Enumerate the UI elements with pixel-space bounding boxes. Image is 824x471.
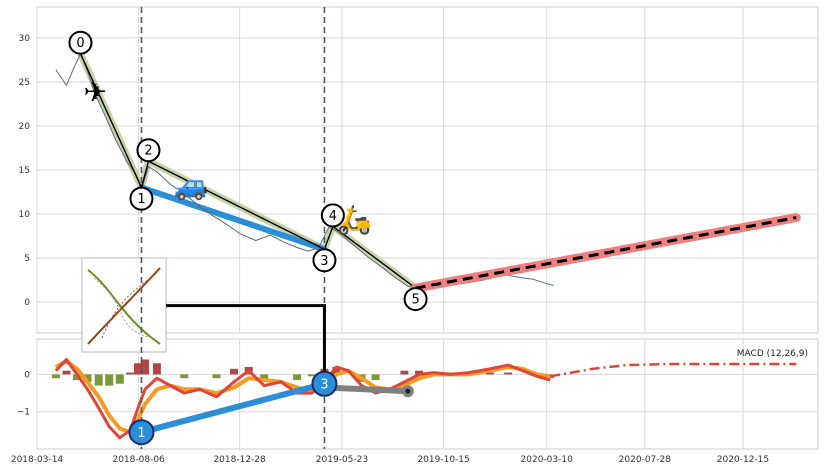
pattern-point-label: 1 — [137, 192, 145, 207]
grey-segment-end-center — [405, 388, 411, 394]
macd-histogram-bar — [72, 374, 81, 381]
macd-histogram-bar — [51, 374, 60, 379]
pattern-inset — [81, 257, 167, 353]
inset-curve — [87, 267, 161, 345]
macd-histogram-bar — [260, 374, 269, 381]
pattern-zigzag-line — [79, 53, 417, 289]
signal-forecast-line — [549, 362, 797, 378]
macd-histogram-bar — [94, 374, 103, 386]
pattern-point-label: 2 — [144, 144, 152, 159]
pattern-point-label: 4 — [329, 209, 337, 224]
bottom-plot-area — [36, 338, 819, 450]
airplane-icon: ✈ — [83, 75, 106, 108]
pattern-markers: 0 1 2 3 4 5 1 3 — [68, 30, 428, 446]
inset-curve — [93, 277, 153, 339]
macd-histogram-bar — [230, 368, 239, 375]
macd-histogram-bar — [504, 372, 513, 375]
macd-histogram-bar — [293, 374, 302, 381]
macd-histogram-bar — [307, 374, 316, 377]
pattern-blue-segment — [138, 184, 328, 253]
macd-histogram-bar — [212, 374, 221, 379]
macd-histogram-bar — [140, 359, 149, 375]
x-tick-label: 2020-12-15 — [717, 455, 769, 465]
macd-histogram-bar — [133, 363, 142, 375]
macd-histogram-bar — [332, 366, 341, 375]
bottom-pattern-label: 3 — [320, 378, 328, 393]
pattern-point-marker — [136, 138, 161, 163]
x-tick-label: 2018-12-28 — [213, 455, 266, 465]
macd-histogram-bar — [115, 374, 124, 384]
pattern-point-marker — [68, 30, 93, 55]
macd-histogram-bar — [180, 374, 189, 379]
bottom-grey-segment — [321, 384, 411, 395]
macd-histogram-bar — [485, 372, 494, 375]
bottom-panel: 2018-03-14 2018-08-06 2018-12-28 2019-05-23… — [11, 338, 819, 465]
x-tick-label: 2018-08-06 — [112, 455, 165, 465]
bottom-y-tick-label: 0 — [24, 370, 30, 380]
top-y-tick-label: 15 — [19, 166, 30, 176]
macd-histogram-bar — [400, 370, 409, 375]
inset-curve — [87, 269, 161, 345]
bottom-blue-segment — [138, 380, 328, 436]
macd-histogram-bar — [152, 363, 161, 375]
connector-lines — [140, 7, 326, 449]
pattern-point-marker — [320, 203, 345, 228]
x-tick-label: 2019-05-23 — [316, 455, 368, 465]
pattern-point-marker — [129, 186, 154, 211]
forecast-dashed-line — [415, 216, 797, 290]
bottom-y-tick-label: −1 — [17, 408, 30, 418]
top-y-tick-label: 10 — [19, 210, 31, 220]
x-tick-label: 2019-10-15 — [417, 455, 469, 465]
macd-histogram-bar — [83, 374, 92, 382]
macd-histogram-bar — [371, 374, 380, 381]
x-tick-label: 2018-03-14 — [11, 455, 64, 465]
pattern-point-marker — [403, 287, 428, 312]
car-icon: 🚙 — [174, 169, 209, 202]
pattern-point-label: 3 — [320, 254, 328, 269]
macd-legend-label: MACD (12,26,9) — [737, 349, 808, 359]
pattern-point-label: 0 — [76, 36, 84, 51]
x-tick-label: 2020-07-28 — [619, 455, 672, 465]
inset-connector-line — [166, 304, 326, 374]
pattern-point-marker — [312, 248, 337, 273]
macd-histogram-bar — [415, 370, 424, 375]
macd-histogram-bar — [126, 372, 135, 375]
top-y-tick-label: 20 — [19, 122, 31, 132]
top-y-tick-label: 25 — [19, 78, 30, 88]
macd-line — [54, 358, 551, 440]
bottom-pattern-marker — [311, 370, 338, 397]
pattern-point-label: 5 — [411, 293, 419, 308]
x-tick-label: 2020-03-10 — [521, 455, 574, 465]
bottom-pattern-marker — [128, 419, 155, 446]
macd-histogram-bar — [62, 370, 71, 375]
top-y-tick-label: 0 — [24, 298, 30, 308]
top-y-tick-label: 5 — [24, 254, 30, 264]
inset-curve — [101, 273, 157, 339]
bottom-pattern-label: 1 — [137, 426, 145, 441]
macd-histogram-bar — [105, 374, 114, 386]
top-y-tick-label: 30 — [19, 34, 31, 44]
